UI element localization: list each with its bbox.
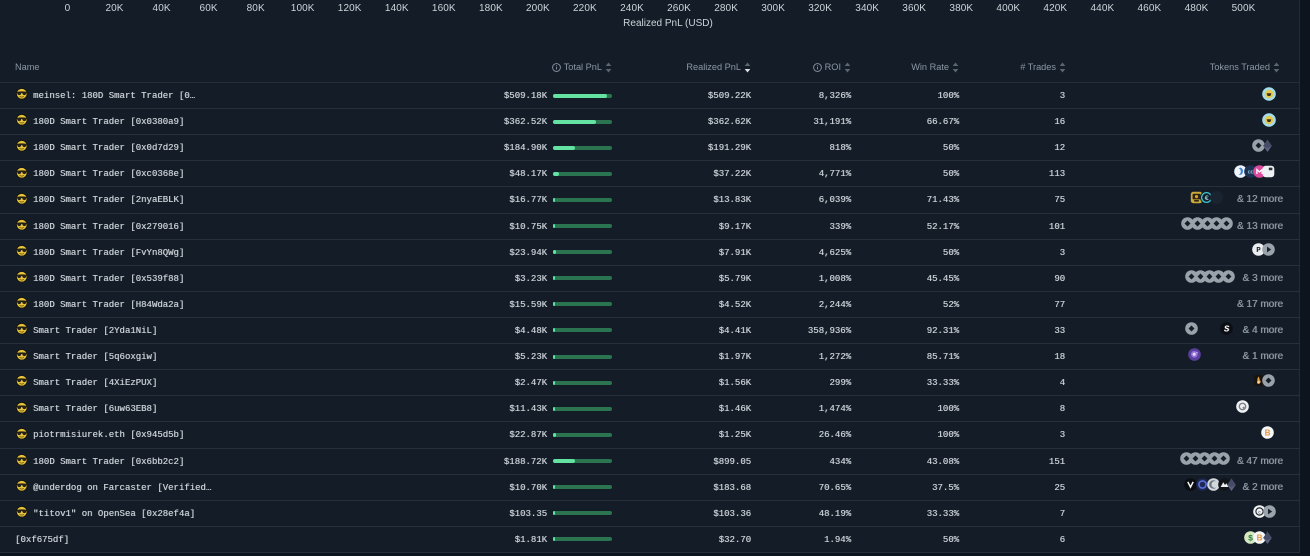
svg-text:c: c <box>1258 510 1261 515</box>
svg-text:cc: cc <box>1247 170 1253 176</box>
svg-text:B: B <box>1264 429 1270 438</box>
svg-text:B: B <box>1256 533 1262 542</box>
svg-text:P: P <box>1256 248 1261 256</box>
svg-text:$: $ <box>1247 533 1252 543</box>
svg-text:S: S <box>1224 324 1230 333</box>
svg-text:€: € <box>1204 195 1208 202</box>
